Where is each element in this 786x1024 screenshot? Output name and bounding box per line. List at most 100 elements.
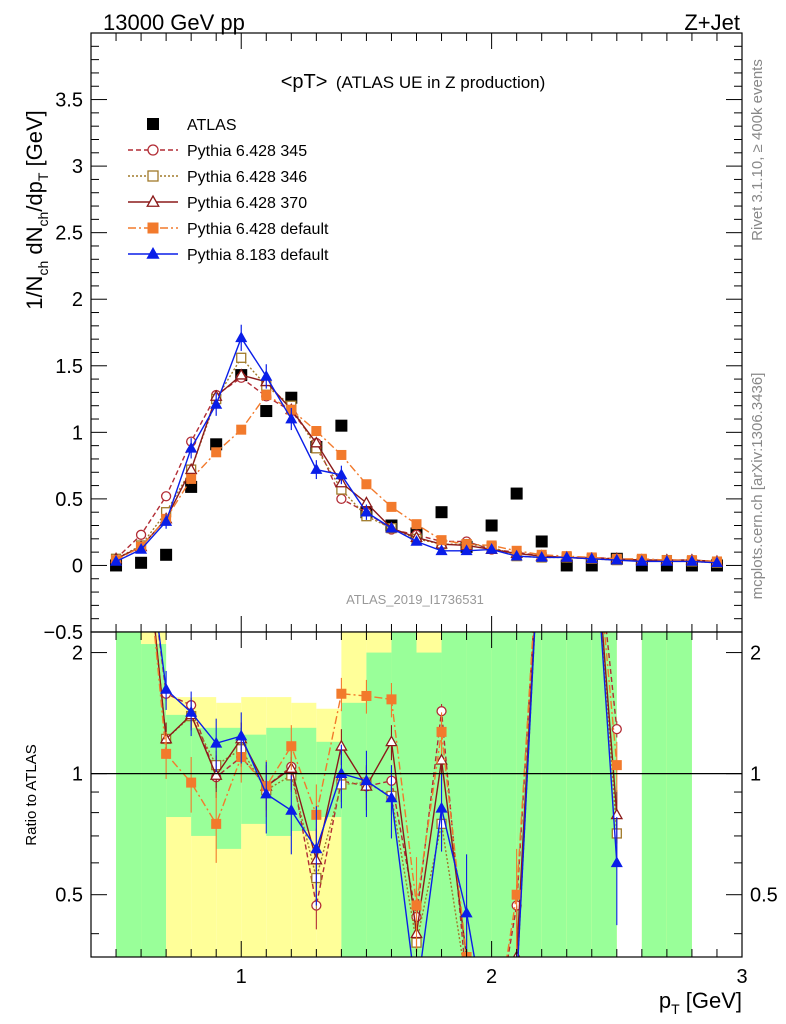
legend-marker bbox=[147, 118, 159, 130]
ratio-point bbox=[161, 748, 172, 759]
legend-entry: Pythia 8.183 default bbox=[128, 246, 329, 264]
ratio-series-group bbox=[153, 632, 624, 957]
ratio-y-tick-label-right: 2 bbox=[750, 643, 761, 665]
ratio-point bbox=[235, 729, 248, 741]
data-point bbox=[685, 555, 698, 566]
stat-band bbox=[666, 632, 692, 957]
atlas-point bbox=[535, 535, 548, 548]
data-point bbox=[435, 544, 448, 556]
legend: ATLAS Pythia 6.428 345 Pythia 6.428 346 Pyt… bbox=[128, 117, 329, 264]
data-point bbox=[234, 368, 248, 380]
ratio-point bbox=[386, 694, 397, 705]
y-tick-label: 0 bbox=[72, 555, 83, 577]
atlas-point bbox=[260, 405, 273, 418]
legend-label: Pythia 6.428 default bbox=[187, 221, 329, 238]
ylabel-part-2: dN bbox=[22, 227, 47, 261]
x-tick-label: 3 bbox=[736, 966, 747, 988]
ratio-point bbox=[209, 768, 223, 780]
y-tick-label: 2 bbox=[72, 289, 83, 311]
data-point bbox=[185, 441, 198, 453]
ratio-point bbox=[385, 791, 398, 803]
y-tick-label: −0.5 bbox=[44, 622, 83, 644]
data-point bbox=[610, 553, 623, 565]
ratio-ylabel: Ratio to ATLAS bbox=[23, 744, 40, 845]
legend-marker bbox=[146, 246, 160, 259]
ratio-line bbox=[158, 632, 618, 957]
data-point bbox=[210, 397, 223, 409]
ylabel-part-ch2: ch bbox=[35, 212, 51, 227]
rivet-label: Rivet 3.1.10, ≥ 400k events bbox=[749, 59, 766, 241]
data-point bbox=[285, 412, 298, 424]
ylabel-part-t: T bbox=[35, 172, 51, 181]
data-point bbox=[360, 505, 373, 517]
x-axis-label: pT [GeV] bbox=[659, 988, 742, 1017]
ratio-point bbox=[310, 842, 323, 854]
xlabel-part-unit: [GeV] bbox=[680, 988, 742, 1013]
ratio-point bbox=[210, 736, 223, 748]
legend-label: Pythia 6.428 346 bbox=[187, 169, 307, 186]
stat-band bbox=[566, 632, 592, 957]
ratio-point bbox=[185, 705, 198, 717]
data-point bbox=[211, 447, 222, 458]
ratio-y-tick-label: 2 bbox=[72, 643, 83, 665]
data-point bbox=[585, 552, 598, 564]
data-point bbox=[160, 515, 173, 526]
ratio-point bbox=[411, 900, 422, 911]
data-point bbox=[235, 331, 248, 343]
main-ylabel: 1/Nch dNch/dpT [GeV] bbox=[22, 110, 51, 310]
ratio-point bbox=[211, 818, 222, 829]
legend-entry: Pythia 6.428 370 bbox=[128, 194, 307, 212]
legend-label: Pythia 6.428 370 bbox=[187, 195, 307, 212]
ratio-y-tick-label-right: 0.5 bbox=[750, 885, 778, 907]
ylabel-part-4: [GeV] bbox=[22, 110, 47, 172]
stat-band bbox=[341, 702, 367, 957]
legend-entry: ATLAS bbox=[147, 117, 237, 134]
xlabel-part-p: p bbox=[659, 988, 671, 1013]
data-point bbox=[361, 479, 372, 490]
atlas-point bbox=[160, 548, 173, 561]
data-point bbox=[386, 501, 397, 512]
ratio-y-tick-label: 1 bbox=[72, 764, 83, 786]
series-5 bbox=[110, 324, 723, 568]
ratio-point bbox=[335, 767, 348, 778]
stat-band bbox=[541, 632, 567, 957]
ratio-point bbox=[611, 724, 622, 735]
stat-band bbox=[116, 632, 142, 957]
data-point bbox=[310, 463, 323, 474]
ratio-point bbox=[260, 787, 273, 799]
mcplots-label: mcplots.cern.ch [arXiv:1306.3436] bbox=[749, 373, 766, 600]
ratio-point bbox=[460, 906, 473, 918]
legend-entry: Pythia 6.428 345 bbox=[128, 143, 307, 160]
data-point bbox=[535, 551, 548, 562]
data-point bbox=[710, 556, 723, 568]
data-point bbox=[411, 519, 422, 530]
atlas-point bbox=[335, 419, 348, 432]
data-point bbox=[436, 535, 447, 546]
y-tick-label: 2.5 bbox=[55, 223, 83, 245]
ylabel-part-1: 1/N bbox=[22, 276, 47, 310]
ratio-series-4 bbox=[158, 632, 623, 957]
main-panel: −0.5 0 0.5 1 1.5 2 2.5 3 3.5 <pT> (ATLAS UE in Z… bbox=[22, 32, 743, 644]
stat-band bbox=[466, 632, 492, 957]
data-point bbox=[110, 555, 123, 566]
ratio-point bbox=[611, 760, 622, 771]
ylabel-part-ch1: ch bbox=[35, 261, 51, 276]
data-point bbox=[336, 493, 347, 505]
data-point bbox=[485, 543, 498, 554]
main-title-main: <pT> bbox=[281, 71, 328, 93]
data-point bbox=[311, 426, 322, 437]
watermark: ATLAS_2019_I1736531 bbox=[346, 592, 484, 607]
legend-label: ATLAS bbox=[187, 117, 237, 134]
data-point bbox=[236, 352, 247, 363]
data-point bbox=[310, 436, 323, 448]
atlas-point bbox=[485, 519, 498, 532]
ratio-point bbox=[336, 688, 347, 699]
stat-band bbox=[166, 714, 192, 818]
data-point bbox=[135, 529, 147, 540]
header-right: Z+Jet bbox=[684, 10, 740, 35]
ratio-point bbox=[610, 856, 623, 868]
atlas-point bbox=[510, 487, 523, 500]
legend-marker bbox=[147, 222, 159, 234]
ylabel-part-3: /dp bbox=[22, 181, 47, 212]
y-tick-label: 3.5 bbox=[55, 90, 83, 112]
